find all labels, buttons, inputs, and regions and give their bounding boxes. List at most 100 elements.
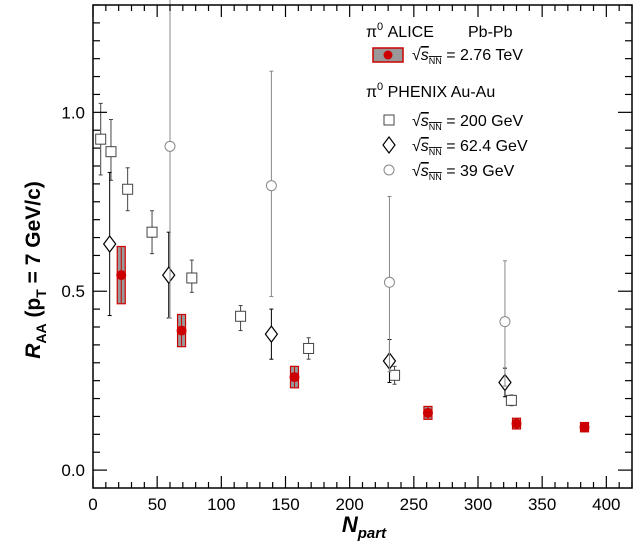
y-axis-title-rest: (p	[22, 298, 45, 324]
x-tick-label: 100	[207, 495, 235, 514]
legend-62-sqrt: √	[412, 138, 421, 155]
legend-39-nn: NN	[429, 172, 442, 182]
y-axis-title-sub: AA	[33, 323, 49, 343]
data-point-phenix200	[105, 118, 117, 181]
data-point-phenix200	[303, 337, 315, 360]
legend-alice-nn: NN	[429, 56, 442, 66]
marker-open-circle	[164, 140, 176, 152]
data-point-phenix200	[186, 259, 198, 293]
data-point-phenix39	[499, 260, 511, 387]
legend-phenix-pi: π	[366, 84, 377, 101]
marker-open-diamond	[264, 325, 279, 344]
marker-filled-circle	[116, 270, 127, 281]
legend-200-sqrt: √	[412, 113, 421, 130]
marker-filled-circle	[289, 372, 300, 383]
x-tick-label: 300	[464, 495, 492, 514]
legend-alice-header: π0 ALICE	[366, 21, 434, 41]
y-axis-title: RAA (pT = 7 GeV/c)	[22, 181, 49, 359]
legend-phenix-header: π0 PHENIX Au-Au	[366, 81, 495, 101]
marker-open-square	[303, 342, 315, 354]
legend-62-value: = 62.4 GeV	[442, 138, 528, 155]
legend-39-sqrt: √	[412, 163, 421, 180]
x-tick-label: 250	[400, 495, 428, 514]
x-tick-label: 350	[528, 495, 556, 514]
x-axis-title-sub: part	[357, 525, 387, 542]
marker-open-square	[122, 183, 134, 195]
legend-200-nn: NN	[429, 122, 442, 132]
marker-open-square	[95, 133, 107, 145]
x-tick-label: 0	[88, 495, 97, 514]
y-tick-label: 0.5	[61, 282, 85, 301]
legend-39-value: = 39 GeV	[442, 163, 515, 180]
plot-frame	[92, 4, 633, 489]
legend-62-label: √sNN = 62.4 GeV	[412, 138, 528, 157]
legend-62-s: s	[421, 138, 429, 155]
marker-open-square	[146, 226, 158, 238]
y-axis-title-sub2: T	[33, 289, 49, 298]
data-point-phenix200	[122, 167, 134, 212]
marker-filled-circle	[422, 407, 433, 418]
marker-open-circle	[383, 276, 395, 288]
legend-200-marker	[383, 114, 395, 126]
data-point-phenix62	[161, 231, 176, 319]
legend-62-nn: NN	[429, 147, 442, 157]
legend-alice-label: √sNN = 2.76 TeV	[412, 47, 523, 66]
legend-62-marker	[382, 136, 396, 154]
legend-entry-200: √sNN = 200 GeV	[383, 113, 524, 132]
marker-open-square	[235, 310, 247, 322]
y-tick-label: 1.0	[61, 103, 85, 122]
legend-39-marker	[383, 164, 395, 176]
legend-alice-pi: π	[366, 24, 377, 41]
data-point-alice	[579, 421, 590, 433]
legend-alice-system: Pb-Pb	[468, 24, 513, 41]
legend-200-value: = 200 GeV	[442, 113, 524, 130]
legend-39-label: √sNN = 39 GeV	[412, 163, 515, 182]
legend-entry-62: √sNN = 62.4 GeV	[382, 136, 528, 157]
marker-filled-circle	[511, 418, 522, 429]
legend-200-label: √sNN = 200 GeV	[412, 113, 524, 132]
marker-open-diamond	[161, 266, 176, 285]
marker-filled-circle	[176, 325, 187, 336]
data-point-phenix200	[505, 394, 517, 407]
legend-alice-sqrt: √	[412, 47, 421, 64]
marker-open-square	[186, 272, 198, 284]
legend-alice-name: ALICE	[383, 24, 434, 41]
x-axis-title-main: N	[342, 512, 359, 537]
legend-phenix-name: PHENIX Au-Au	[383, 84, 495, 101]
data-point-phenix200	[235, 305, 247, 332]
data-points	[95, 0, 590, 433]
axes-frame: 0 50 100 150 200 250 300 350 400 0.0 0.5 1.0	[61, 4, 633, 514]
data-point-phenix200	[95, 102, 107, 176]
marker-open-circle	[499, 316, 511, 328]
y-axis-title-main: R	[22, 343, 45, 359]
legend-entry-alice: √sNN = 2.76 TeV	[372, 47, 523, 66]
legend-200-s: s	[421, 113, 429, 130]
legend-entry-39: √sNN = 39 GeV	[383, 163, 515, 182]
x-tick-label: 50	[148, 495, 167, 514]
legend-alice-value: = 2.76 TeV	[442, 47, 523, 64]
marker-open-circle	[265, 180, 277, 192]
x-tick-label: 150	[271, 495, 299, 514]
data-point-alice	[289, 365, 300, 389]
data-point-phenix39	[383, 195, 395, 373]
y-axis-title-rest2: = 7 GeV/c)	[22, 181, 45, 289]
data-point-alice	[176, 313, 187, 348]
data-point-phenix62	[264, 308, 279, 360]
legend-alice-sup: 0	[377, 21, 383, 33]
data-point-phenix39	[164, 0, 176, 319]
legend: π0 ALICE Pb-Pb √sNN = 2.76 TeV π0 PHENIX…	[366, 21, 528, 182]
legend-alice-marker	[383, 50, 393, 60]
marker-open-diamond	[102, 234, 117, 253]
y-tick-label: 0.0	[61, 461, 85, 480]
legend-phenix-sup: 0	[377, 81, 383, 93]
legend-39-s: s	[421, 163, 429, 180]
data-point-phenix39	[265, 70, 277, 298]
data-point-alice	[422, 405, 433, 420]
x-axis-title: Npart	[342, 512, 387, 542]
marker-filled-circle	[579, 422, 590, 433]
x-tick-label: 200	[335, 495, 363, 514]
data-point-alice	[511, 417, 522, 430]
data-point-phenix200	[146, 210, 158, 255]
legend-alice-s: s	[421, 47, 429, 64]
